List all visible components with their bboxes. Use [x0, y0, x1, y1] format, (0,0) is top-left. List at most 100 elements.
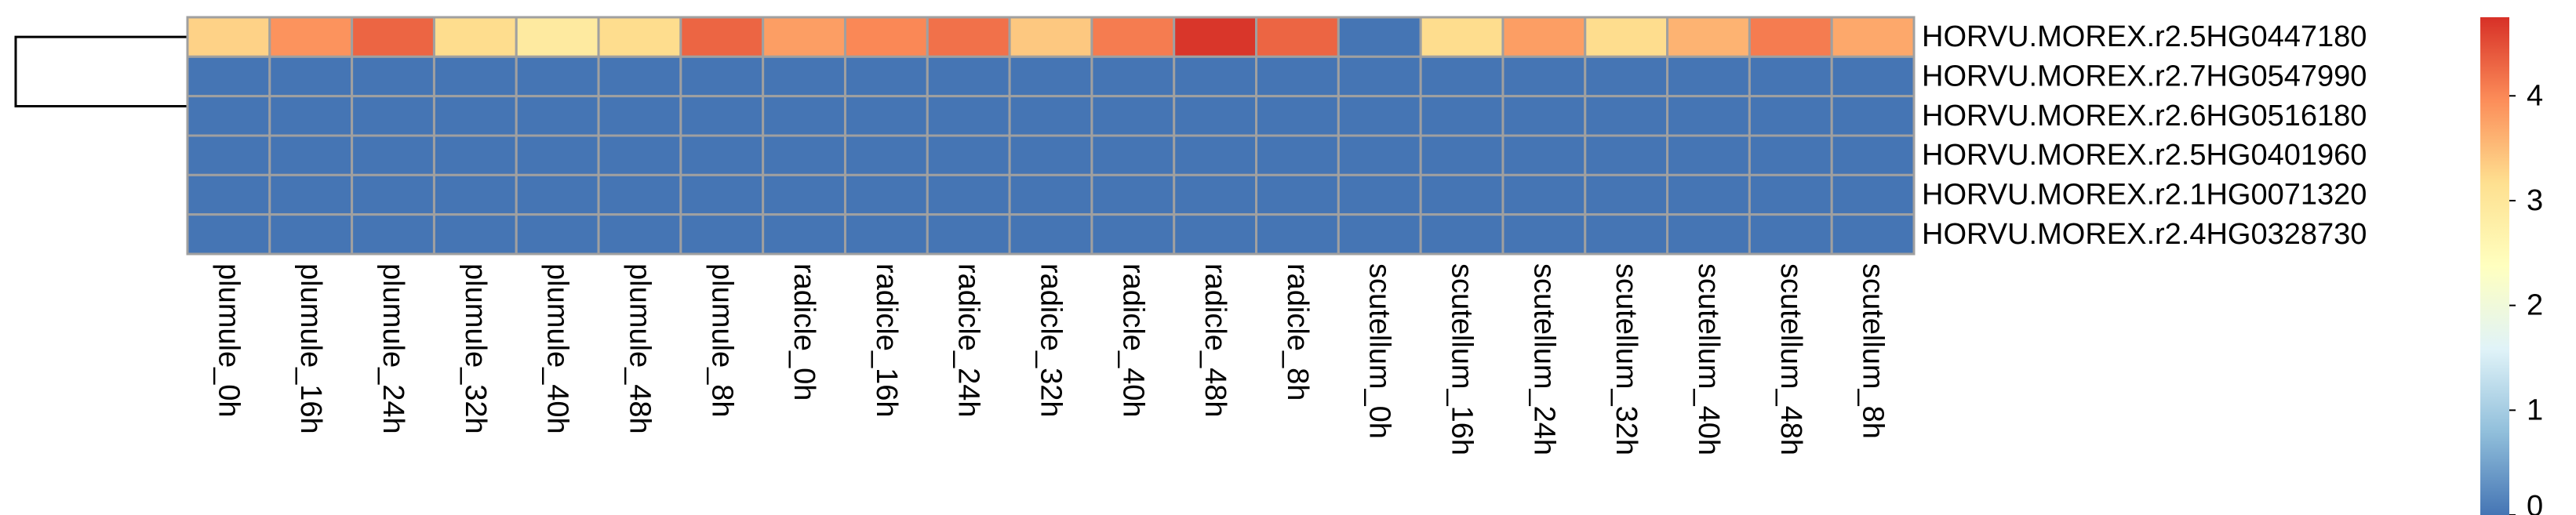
column-label: plumule_48h [623, 263, 656, 434]
legend-tick-label: 4 [2527, 79, 2543, 112]
heatmap-cell [597, 134, 682, 176]
heatmap-cell [1666, 173, 1751, 216]
heatmap-cell [843, 213, 929, 256]
heatmap-cell [515, 16, 600, 58]
heatmap-cell [268, 134, 354, 176]
heatmap-cell [1830, 16, 1916, 58]
heatmap-cell [1748, 95, 1833, 137]
row-labels: HORVU.MOREX.r2.5HG0447180 HORVU.MOREX.r2.… [1922, 20, 2367, 251]
heatmap-cell [1419, 213, 1504, 256]
heatmap-cell [1501, 55, 1587, 98]
heatmap-cell [597, 213, 682, 256]
heatmap-cell [926, 173, 1011, 216]
heatmap-cell [926, 213, 1011, 256]
heatmap-cell [1173, 134, 1258, 176]
column-label: scutellum_32h [1610, 263, 1643, 455]
column-label: plumule_24h [377, 263, 409, 434]
heatmap-cell [1748, 16, 1833, 58]
heatmap-cell [186, 55, 271, 98]
heatmap-cell [268, 55, 354, 98]
heatmap-cell [432, 16, 518, 58]
dendrogram-branch [14, 35, 187, 107]
column-labels: plumule_0h plumule_16h plumule_24h plumule_… [212, 263, 1889, 455]
heatmap-cell [351, 16, 435, 58]
heatmap-cell [679, 55, 765, 98]
heatmap-cell [186, 95, 271, 137]
heatmap-cell [1748, 213, 1833, 256]
heatmap-cell [1584, 16, 1669, 58]
heatmap-cell [926, 55, 1011, 98]
heatmap-cell [1008, 95, 1093, 137]
heatmap-cell [1008, 134, 1093, 176]
heatmap-cell [1337, 55, 1422, 98]
heatmap-cell [1173, 55, 1258, 98]
heatmap-cell [762, 95, 846, 137]
row-label: HORVU.MOREX.r2.6HG0516180 [1922, 100, 2367, 132]
heatmap-cell [679, 134, 765, 176]
legend-tick-label: 1 [2527, 394, 2543, 426]
heatmap-cell [1008, 16, 1093, 58]
heatmap-cell [432, 95, 518, 137]
heatmap-cell [679, 173, 765, 216]
heatmap-cell [1748, 173, 1833, 216]
heatmap-cell [1501, 95, 1587, 137]
heatmap-cell [1501, 173, 1587, 216]
heatmap-cell [432, 55, 518, 98]
heatmap-cell [432, 173, 518, 216]
heatmap-cell [186, 134, 271, 176]
heatmap-cell [926, 134, 1011, 176]
column-label: scutellum_40h [1692, 263, 1725, 455]
heatmap-cell [1419, 95, 1504, 137]
heatmap-cell [597, 16, 682, 58]
heatmap-cell [1666, 95, 1751, 137]
heatmap-cell [351, 55, 435, 98]
heatmap-cell [1337, 16, 1422, 58]
heatmap-cell [351, 213, 435, 256]
heatmap-cell [186, 213, 271, 256]
heatmap-cell [1830, 95, 1916, 137]
column-label: radicle_0h [788, 263, 820, 401]
heatmap-cell [186, 16, 271, 58]
column-label: radicle_48h [1199, 263, 1232, 417]
legend-tick-label: 0 [2527, 490, 2543, 515]
heatmap-cell [1337, 95, 1422, 137]
heatmap-cell [926, 95, 1011, 137]
heatmap-cell [843, 95, 929, 137]
heatmap-cell [1173, 95, 1258, 137]
heatmap-cell [597, 55, 682, 98]
heatmap-cell [1584, 213, 1669, 256]
heatmap-cell [268, 95, 354, 137]
heatmap-cell [515, 134, 600, 176]
heatmap-cell [1584, 173, 1669, 216]
legend-tick-label: 3 [2527, 184, 2543, 217]
column-label: scutellum_8h [1857, 263, 1890, 439]
heatmap-cell [597, 95, 682, 137]
heatmap-cell [432, 134, 518, 176]
column-label: scutellum_0h [1363, 263, 1396, 439]
column-label: plumule_32h [459, 263, 492, 434]
heatmap-cell [762, 134, 846, 176]
heatmap-cell [1255, 173, 1340, 216]
heatmap-cell [1584, 95, 1669, 137]
row-dendrogram [14, 35, 187, 107]
heatmap-cell [1255, 16, 1340, 58]
heatmap-cell [1666, 213, 1751, 256]
heatmap-cell [515, 173, 600, 216]
column-label: scutellum_24h [1527, 263, 1560, 455]
column-label: plumule_40h [541, 263, 574, 434]
column-label: radicle_40h [1116, 263, 1149, 417]
heatmap-cell [1830, 134, 1916, 176]
heatmap-cell [1666, 55, 1751, 98]
heatmap-cell [1501, 16, 1587, 58]
heatmap-cell [843, 173, 929, 216]
heatmap-cell [1255, 134, 1340, 176]
heatmap-cells [186, 16, 1916, 256]
heatmap-cell [515, 95, 600, 137]
row-label: HORVU.MOREX.r2.1HG0071320 [1922, 179, 2367, 212]
column-label: plumule_16h [294, 263, 327, 434]
column-label: scutellum_48h [1774, 263, 1807, 455]
heatmap-cell [679, 16, 765, 58]
heatmap-cell [1830, 55, 1916, 98]
heatmap-cell [1173, 16, 1258, 58]
heatmap-cell [1173, 173, 1258, 216]
